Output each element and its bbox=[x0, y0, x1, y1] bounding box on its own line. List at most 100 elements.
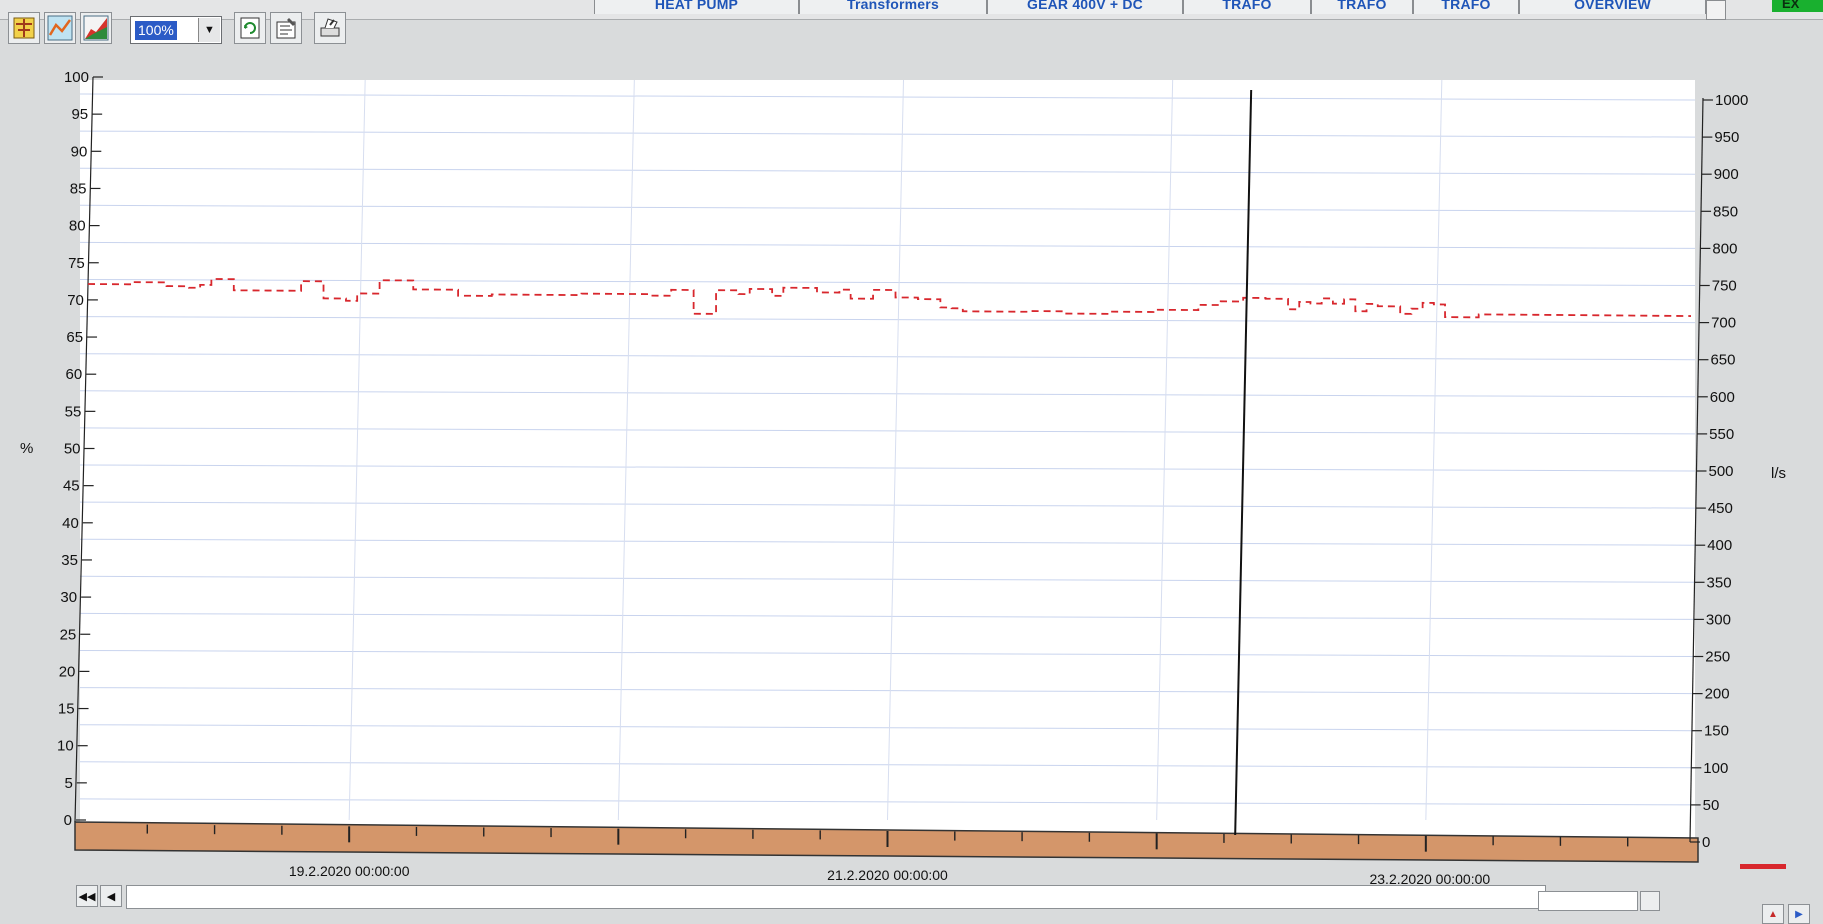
time-scrollbar: ◀◀ ◀ bbox=[76, 885, 1676, 911]
left-axis-tick-label: 95 bbox=[71, 106, 88, 123]
tab-trafo-1[interactable]: TRAFO bbox=[1183, 0, 1311, 14]
grid-line bbox=[79, 241, 1696, 249]
left-axis-tick-label: 20 bbox=[59, 663, 76, 680]
next-button[interactable]: ▶ bbox=[1788, 904, 1810, 924]
right-axis-tick-label: 500 bbox=[1709, 463, 1734, 480]
grid-line bbox=[79, 427, 1696, 435]
refresh-icon bbox=[240, 17, 260, 39]
left-axis-tick-label: 15 bbox=[58, 701, 75, 718]
left-axis-tick-label: 65 bbox=[66, 329, 83, 346]
time-axis-date-label: 21.2.2020 00:00:00 bbox=[827, 867, 948, 883]
time-range-field[interactable] bbox=[1538, 891, 1638, 911]
tab-transformers[interactable]: Transformers bbox=[799, 0, 987, 14]
left-axis-tick-label: 30 bbox=[60, 589, 77, 606]
print-button[interactable] bbox=[314, 12, 346, 44]
right-axis-line bbox=[1689, 97, 1704, 843]
ruler-icon bbox=[13, 17, 35, 39]
refresh-button[interactable] bbox=[234, 12, 266, 44]
tab-bar: HEAT PUMP Transformers GEAR 400V + DC TR… bbox=[0, 0, 1823, 20]
left-axis-unit: % bbox=[20, 440, 33, 457]
grid-line-vertical bbox=[1156, 79, 1174, 821]
right-axis-tick-label: 750 bbox=[1712, 278, 1737, 295]
grid-line bbox=[79, 464, 1696, 472]
left-axis-tick-label: 70 bbox=[67, 292, 84, 309]
right-axis-tick-label: 200 bbox=[1705, 686, 1730, 703]
grid-line-vertical bbox=[348, 79, 366, 821]
right-axis-tick-label: 800 bbox=[1712, 240, 1737, 257]
zoom-select[interactable]: 100% ▼ bbox=[130, 16, 222, 44]
first-page-button[interactable]: ◀◀ bbox=[76, 885, 98, 907]
ruler-button[interactable] bbox=[8, 12, 40, 44]
grid-line bbox=[79, 279, 1696, 286]
left-axis-tick-label: 35 bbox=[61, 552, 78, 569]
chart-options-button[interactable]: ▲ bbox=[1762, 904, 1784, 924]
grid-line bbox=[79, 538, 1696, 546]
tab-overview[interactable]: OVERVIEW bbox=[1519, 0, 1706, 14]
time-axis-date-label: 23.2.2020 00:00:00 bbox=[1369, 871, 1490, 887]
right-axis-tick-label: 550 bbox=[1709, 426, 1734, 443]
grid-line bbox=[79, 353, 1696, 361]
tab-trafo-3[interactable]: TRAFO bbox=[1413, 0, 1519, 14]
line-trend-icon bbox=[47, 15, 73, 41]
legend-swatch bbox=[1740, 864, 1786, 869]
grid-line bbox=[79, 390, 1696, 398]
left-axis-tick-label: 10 bbox=[57, 738, 74, 755]
grid-line bbox=[79, 93, 1696, 101]
grid-line-vertical bbox=[887, 79, 904, 821]
previous-button[interactable]: ◀ bbox=[100, 885, 122, 907]
grid-line bbox=[79, 316, 1696, 324]
time-range-spinner[interactable] bbox=[1640, 891, 1660, 911]
right-axis-tick-label: 50 bbox=[1703, 797, 1720, 814]
print-icon bbox=[320, 18, 340, 37]
properties-icon bbox=[276, 18, 296, 39]
right-axis-tick-label: 150 bbox=[1704, 723, 1729, 740]
grid-line-vertical bbox=[1425, 79, 1443, 821]
right-axis-tick-label: 950 bbox=[1714, 129, 1739, 146]
grid-line bbox=[79, 612, 1696, 620]
right-axis-tick-label: 1000 bbox=[1715, 92, 1748, 109]
right-axis-tick-label: 600 bbox=[1710, 389, 1735, 406]
grid-line bbox=[79, 761, 1696, 769]
left-axis-tick-label: 25 bbox=[60, 626, 77, 643]
left-axis-tick-label: 85 bbox=[70, 180, 87, 197]
grid-line bbox=[79, 204, 1696, 212]
trend-series-line bbox=[87, 278, 1692, 319]
left-axis-tick-label: 55 bbox=[65, 403, 82, 420]
chart-options-icon: ▲ bbox=[1768, 908, 1778, 920]
left-axis-tick-label: 80 bbox=[69, 218, 86, 235]
grid-line bbox=[79, 724, 1696, 732]
left-axis-line bbox=[74, 76, 94, 823]
tab-gear-400v-dc[interactable]: GEAR 400V + DC bbox=[987, 0, 1183, 14]
left-axis-tick-label: 100 bbox=[64, 69, 89, 86]
left-axis-tick-label: 5 bbox=[65, 775, 73, 792]
grid-line bbox=[79, 575, 1696, 583]
right-axis-tick-label: 0 bbox=[1702, 834, 1710, 851]
chevron-down-icon[interactable]: ▼ bbox=[198, 18, 220, 42]
grid-line bbox=[79, 167, 1696, 175]
grid-line bbox=[79, 687, 1696, 695]
left-axis-tick-label: 60 bbox=[66, 366, 83, 383]
previous-icon: ◀ bbox=[106, 890, 116, 903]
left-axis-tick-label: 45 bbox=[63, 478, 80, 495]
right-axis-tick-label: 700 bbox=[1711, 315, 1736, 332]
status-badge: EX bbox=[1772, 0, 1823, 12]
tab-scroll-box[interactable] bbox=[1706, 0, 1726, 20]
zoom-value: 100% bbox=[135, 21, 177, 40]
right-axis-tick-label: 300 bbox=[1706, 611, 1731, 628]
area-trend-button[interactable] bbox=[80, 12, 112, 44]
left-axis-tick-label: 40 bbox=[62, 515, 79, 532]
line-trend-button[interactable] bbox=[44, 12, 76, 44]
area-trend-icon bbox=[83, 15, 109, 41]
grid-line bbox=[79, 650, 1696, 657]
tab-trafo-2[interactable]: TRAFO bbox=[1311, 0, 1413, 14]
right-axis-tick-label: 650 bbox=[1710, 352, 1735, 369]
right-axis-unit: l/s bbox=[1771, 465, 1786, 482]
grid-line bbox=[79, 501, 1696, 509]
right-axis-tick-label: 450 bbox=[1708, 500, 1733, 517]
tab-heat-pump[interactable]: HEAT PUMP bbox=[594, 0, 799, 14]
next-icon: ▶ bbox=[1795, 908, 1803, 920]
left-axis-tick-label: 90 bbox=[71, 143, 88, 160]
properties-button[interactable] bbox=[270, 12, 302, 44]
scroll-track[interactable] bbox=[126, 885, 1546, 909]
